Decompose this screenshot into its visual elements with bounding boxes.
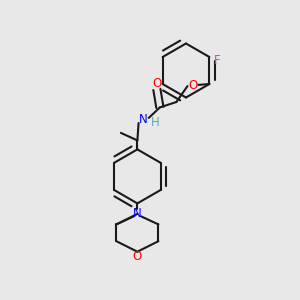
Text: O: O	[188, 79, 197, 92]
Text: O: O	[152, 77, 161, 90]
Text: F: F	[214, 53, 220, 67]
Text: H: H	[151, 116, 160, 129]
Text: N: N	[139, 113, 148, 126]
Text: O: O	[133, 250, 142, 263]
Text: N: N	[133, 207, 142, 220]
